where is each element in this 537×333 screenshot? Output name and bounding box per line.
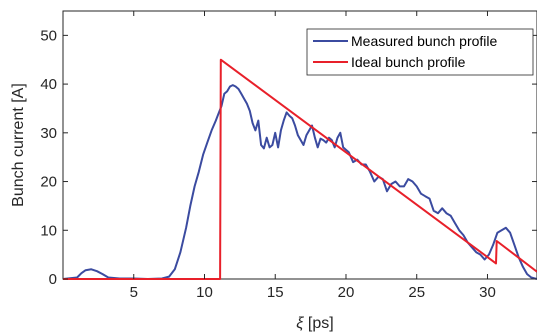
- y-axis-label: Bunch current [A]: [10, 83, 27, 207]
- x-axis: 5 10 15 20 25 30: [130, 11, 496, 301]
- y-tick-label: 50: [40, 27, 57, 44]
- y-tick-label: 30: [40, 125, 57, 142]
- series-layer: [62, 58, 537, 280]
- series-line-ideal: [63, 58, 537, 280]
- x-tick-label: 10: [196, 284, 213, 301]
- legend-box: [306, 28, 534, 76]
- x-tick-label: 30: [479, 284, 496, 301]
- axes-frame: [62, 10, 537, 280]
- y-axis: 0 10 20 30 40 50: [40, 27, 537, 288]
- x-tick-label: 5: [130, 284, 138, 301]
- x-tick-label: 15: [267, 284, 284, 301]
- x-tick-label: 20: [338, 284, 355, 301]
- x-axis-label-unit: [ps]: [308, 315, 334, 332]
- x-axis-label-symbol: ξ: [296, 315, 304, 332]
- x-axis-label: ξ [ps]: [296, 315, 333, 332]
- y-tick-label: 0: [49, 271, 57, 288]
- y-tick-label: 40: [40, 76, 57, 93]
- legend-label-ideal: Ideal bunch profile: [351, 54, 466, 70]
- legend-label-measured: Measured bunch profile: [351, 33, 498, 49]
- series-line-measured: [62, 84, 537, 280]
- y-tick-label: 10: [40, 222, 57, 239]
- x-tick-label: 25: [408, 284, 425, 301]
- plot-area: 0 10 20 30 40 50 5 10 15 20 25 30: [40, 10, 537, 301]
- legend: Measured bunch profile Ideal bunch profi…: [306, 28, 534, 76]
- y-tick-label: 20: [40, 174, 57, 191]
